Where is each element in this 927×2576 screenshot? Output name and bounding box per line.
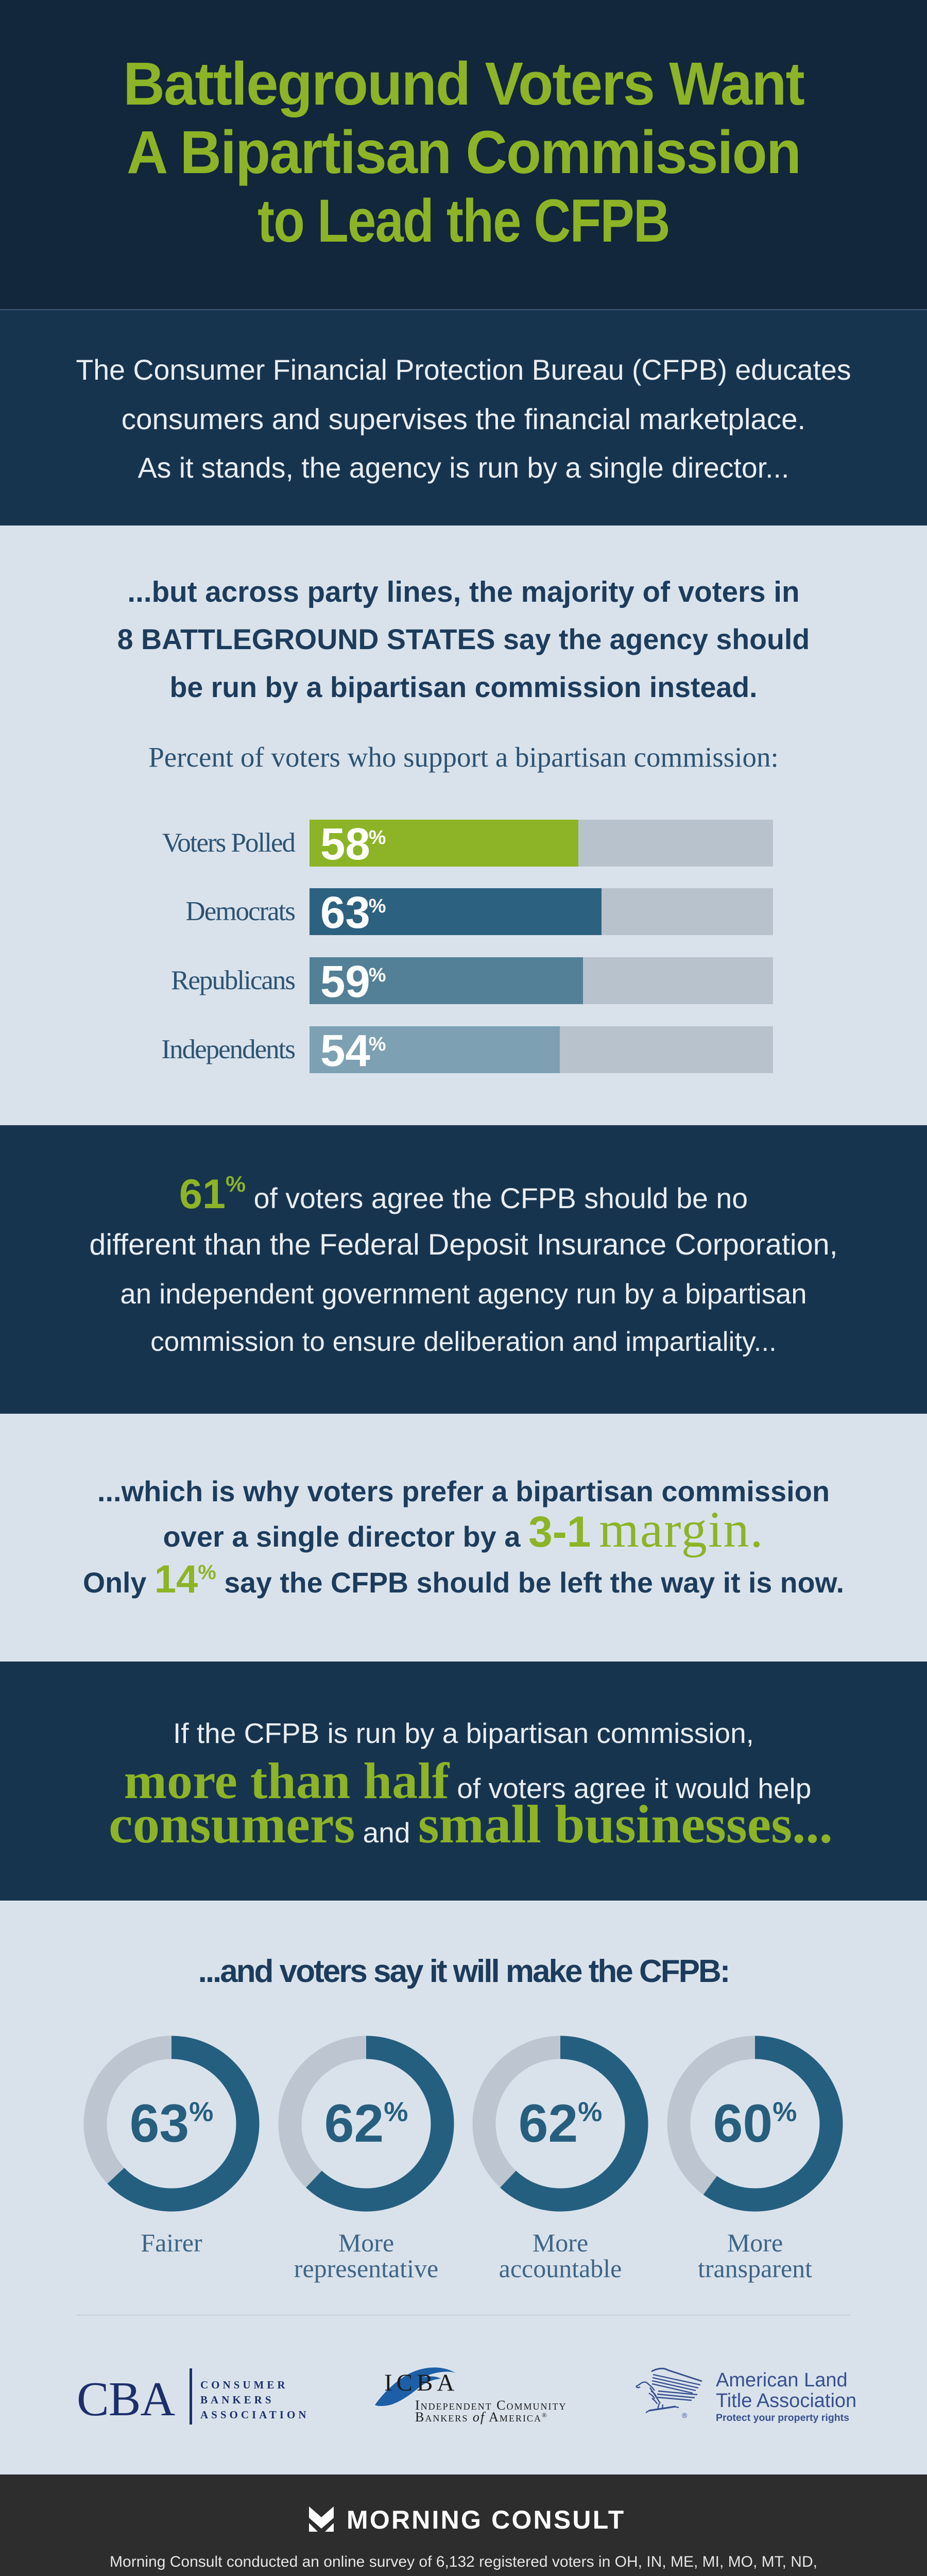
- svg-text:®: ®: [682, 2411, 688, 2419]
